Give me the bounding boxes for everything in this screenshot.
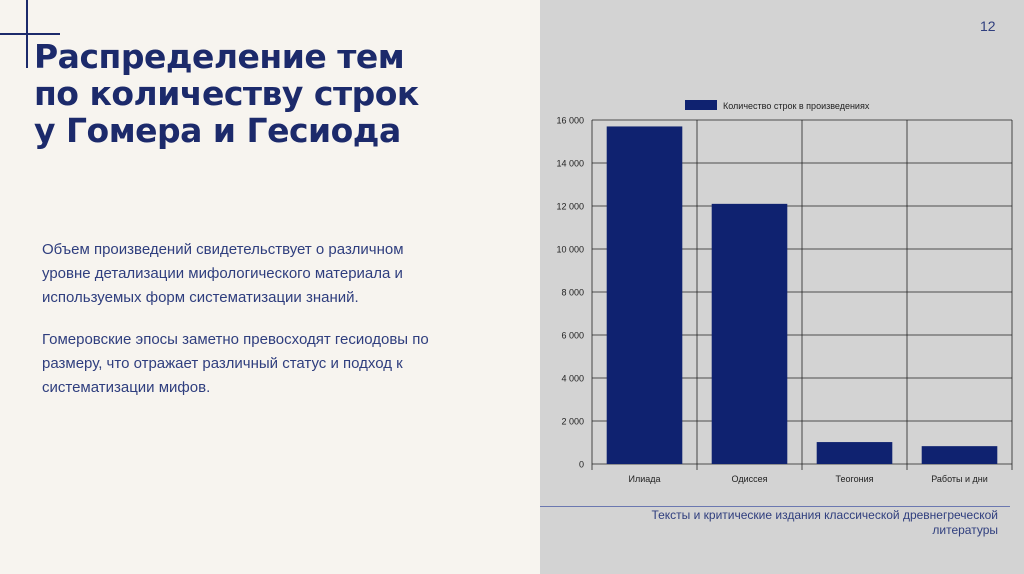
bar-3 xyxy=(921,446,998,464)
source-line: Тексты и критические издания классическо… xyxy=(651,508,998,522)
x-tick-label: Теогония xyxy=(836,474,874,484)
paragraph-line: Объем произведений свидетельствует о раз… xyxy=(42,241,404,258)
source-caption: Тексты и критические издания классическо… xyxy=(568,508,998,538)
y-tick-label: 0 xyxy=(579,460,584,470)
y-tick-label: 6 000 xyxy=(561,331,584,341)
x-tick-label: Одиссея xyxy=(732,474,768,484)
title-line: Распределение тем xyxy=(34,37,405,76)
chart-bars xyxy=(606,126,998,464)
paragraph-line: размеру, что отражает различный статус и… xyxy=(42,355,403,372)
text-panel xyxy=(0,0,540,574)
bar-1 xyxy=(711,203,788,464)
chart-x-ticks: Илиада Одиссея Теогония Работы и дни xyxy=(628,474,987,484)
title-line: по количеству строк xyxy=(34,74,419,113)
legend-label: Количество строк в произведениях xyxy=(723,101,870,111)
paragraph-2: Гомеровские эпосы заметно превосходят ге… xyxy=(42,328,502,400)
bar-0 xyxy=(606,126,683,464)
paragraph-line: систематизации мифов. xyxy=(42,379,211,396)
corner-decoration-horizontal xyxy=(0,33,60,35)
y-tick-label: 12 000 xyxy=(556,202,584,212)
page-number: 12 xyxy=(980,18,996,34)
footer-divider xyxy=(540,506,1010,507)
x-tick-label: Работы и дни xyxy=(931,474,988,484)
paragraph-1: Объем произведений свидетельствует о раз… xyxy=(42,238,502,310)
x-tick-label: Илиада xyxy=(628,474,660,484)
paragraph-line: уровне детализации мифологического матер… xyxy=(42,265,403,282)
y-tick-label: 14 000 xyxy=(556,159,584,169)
y-tick-label: 16 000 xyxy=(556,116,584,126)
paragraph-line: Гомеровские эпосы заметно превосходят ге… xyxy=(42,331,429,348)
bar-chart: 0 2 000 4 000 6 000 8 000 10 000 12 000 14 000 1… xyxy=(556,100,1013,484)
chart-legend: Количество строк в произведениях xyxy=(685,100,870,111)
y-tick-label: 4 000 xyxy=(561,374,584,384)
y-tick-label: 2 000 xyxy=(561,417,584,427)
title-line: у Гомера и Гесиода xyxy=(34,111,401,150)
source-line: литературы xyxy=(932,523,998,537)
bar-2 xyxy=(816,442,893,464)
y-tick-label: 10 000 xyxy=(556,245,584,255)
paragraph-line: используемых форм систематизации знаний. xyxy=(42,289,359,306)
legend-swatch xyxy=(685,100,717,110)
chart-y-ticks: 0 2 000 4 000 6 000 8 000 10 000 12 000 14 000 1… xyxy=(556,116,584,470)
y-tick-label: 8 000 xyxy=(561,288,584,298)
slide-title: Распределение тем по количеству строк у … xyxy=(34,38,504,149)
